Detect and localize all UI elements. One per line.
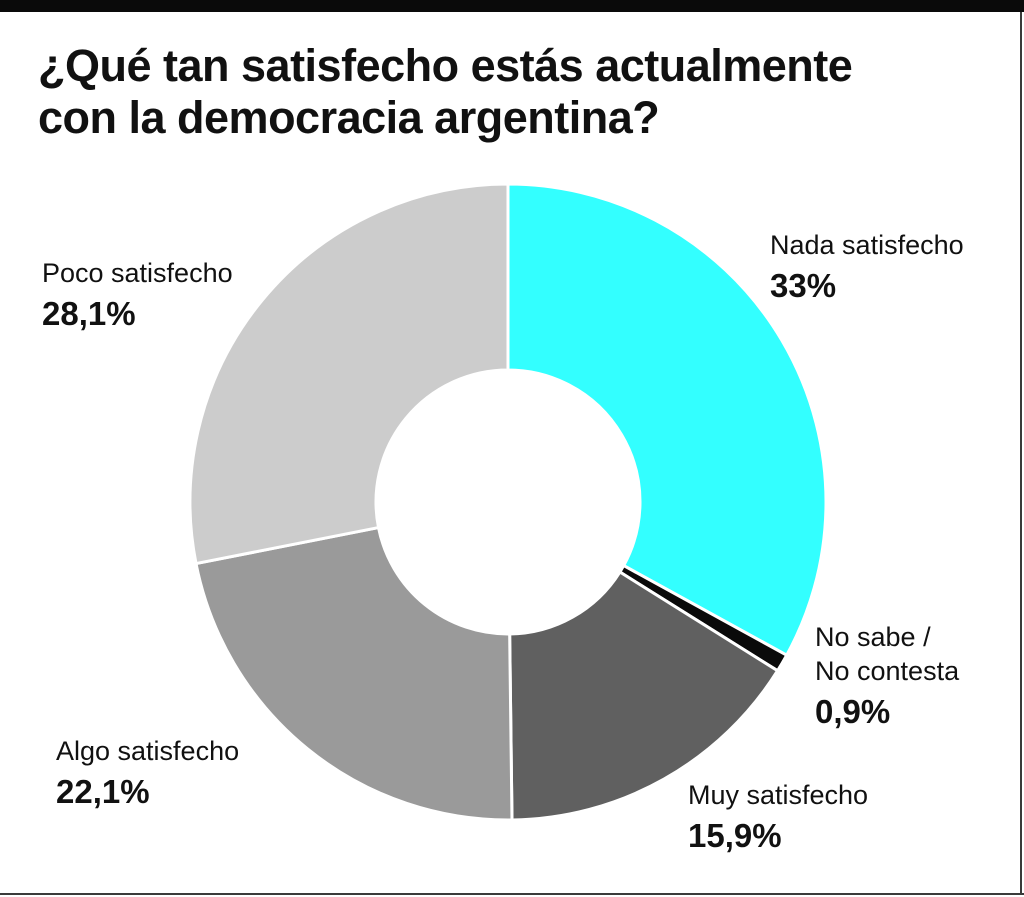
donut-slice-algo-satisfecho xyxy=(194,526,514,822)
slice-label-nada-satisfecho: Nada satisfecho 33% xyxy=(770,228,964,308)
donut-slice-muy-satisfecho xyxy=(508,570,780,822)
slice-value-muy-satisfecho: 15,9% xyxy=(688,817,782,854)
slice-name-muy-satisfecho: Muy satisfecho xyxy=(688,780,869,810)
slice-value-poco-satisfecho: 28,1% xyxy=(42,295,136,332)
slice-name-algo-satisfecho: Algo satisfecho xyxy=(56,736,240,766)
slice-name-no-sabe-line-1: No sabe / xyxy=(815,622,931,652)
slice-label-no-sabe: No sabe / No contesta 0,9% xyxy=(815,620,959,734)
chart-title-line-2: con la democracia argentina? xyxy=(38,92,660,143)
slice-name-no-sabe-line-2: No contesta xyxy=(815,656,960,686)
bottom-border xyxy=(0,893,1024,895)
donut-slice-nada-satisfecho xyxy=(506,182,828,657)
slice-name-poco-satisfecho: Poco satisfecho xyxy=(42,258,233,288)
slice-label-muy-satisfecho: Muy satisfecho 15,9% xyxy=(688,778,868,858)
slice-value-algo-satisfecho: 22,1% xyxy=(56,773,150,810)
donut-slice-poco-satisfecho xyxy=(188,182,510,566)
slice-name-nada-satisfecho: Nada satisfecho xyxy=(770,230,964,260)
chart-title-line-1: ¿Qué tan satisfecho estás actualmente xyxy=(38,40,853,91)
chart-title: ¿Qué tan satisfecho estás actualmente co… xyxy=(38,40,998,144)
slice-label-algo-satisfecho: Algo satisfecho 22,1% xyxy=(56,734,239,814)
slice-value-nada-satisfecho: 33% xyxy=(770,267,837,304)
right-border xyxy=(1020,12,1022,895)
slice-label-poco-satisfecho: Poco satisfecho 28,1% xyxy=(42,256,233,336)
top-bar xyxy=(0,0,1024,12)
slice-value-no-sabe: 0,9% xyxy=(815,693,891,730)
